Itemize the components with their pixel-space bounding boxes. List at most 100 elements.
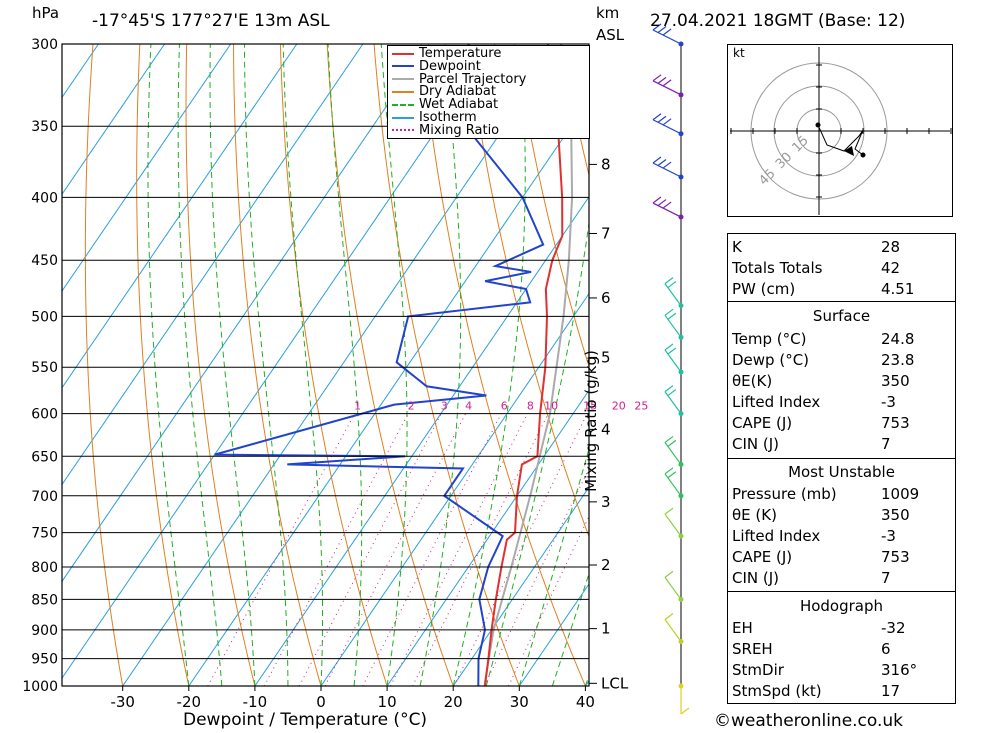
hodograph-start-dot — [815, 122, 821, 128]
mixing-ratio-line — [324, 413, 467, 686]
pressure-tick-label: 850 — [31, 592, 58, 608]
wind-barb-shaft — [664, 391, 682, 414]
surface-title: Surface — [812, 307, 871, 325]
index-row: θE (K) 350 — [728, 504, 955, 525]
isotherm-line — [62, 44, 232, 292]
legend-item: Wet Adiabat — [392, 98, 498, 111]
hodograph-panel: 15 30 45 kt — [727, 42, 953, 264]
wet-adiabat-line — [452, 44, 526, 686]
wind-barb-flag — [680, 707, 690, 715]
index-name: CIN (J) — [732, 568, 780, 587]
wind-barb-shaft — [652, 29, 682, 45]
pressure-tick-label: 300 — [31, 37, 58, 53]
wind-barb — [664, 467, 684, 499]
index-name: θE (K) — [732, 505, 777, 524]
mixing-ratio-line — [508, 515, 589, 686]
surface-table: Temp (°C) 24.8 Dewp (°C) 23.8 θE(K) 350 Lifted… — [728, 328, 955, 454]
index-value: 350 — [881, 371, 910, 390]
index-name: StmDir — [732, 660, 784, 679]
legend-label: Parcel Trajectory — [419, 71, 527, 87]
wind-barb — [652, 74, 684, 98]
index-value: 7 — [881, 434, 891, 453]
isotherm-line — [62, 44, 298, 389]
legend-swatch — [392, 103, 414, 106]
dry-adiabat-line — [233, 44, 322, 686]
wind-barb-flag — [667, 281, 677, 289]
legend-item: Dewpoint — [392, 60, 481, 73]
index-value: -32 — [881, 618, 906, 637]
legend-swatch — [392, 52, 414, 55]
mixing-ratio-label: 2 — [408, 400, 415, 413]
wind-barb-shaft — [652, 80, 682, 96]
hodograph-ring-label: 15 — [790, 133, 812, 155]
wind-barb-flag — [667, 312, 677, 320]
mixing-ratio-label: 20 — [612, 400, 626, 413]
mixing-ratio-line — [453, 413, 588, 686]
pressure-tick-label: 900 — [31, 623, 58, 639]
hodograph-unit: kt — [733, 46, 745, 60]
wind-barb-shaft — [664, 442, 682, 465]
temperature-tick-label: 20 — [444, 693, 463, 711]
wet-adiabat-line — [177, 44, 223, 686]
wind-barb-flag — [662, 201, 672, 209]
wind-barb — [652, 196, 684, 220]
index-name: Dewp (°C) — [732, 350, 810, 369]
asl-label: ASL — [596, 26, 625, 44]
pressure-tick-label: 450 — [31, 253, 58, 269]
index-value: 753 — [881, 547, 910, 566]
location-title: -17°45'S 177°27'E 13m ASL — [92, 11, 330, 31]
index-value: 7 — [881, 568, 891, 587]
index-row: CAPE (J) 753 — [728, 546, 955, 567]
km-tick-label: 2 — [601, 556, 611, 574]
mixing-ratio-line — [483, 467, 589, 686]
index-value: 1009 — [881, 484, 920, 503]
pressure-tick-label: 400 — [31, 190, 58, 206]
pressure-tick-label: 500 — [31, 309, 58, 325]
pressure-tick-label: 350 — [31, 119, 58, 135]
index-value: 6 — [881, 639, 891, 658]
index-name: Pressure (mb) — [732, 484, 837, 503]
wind-barb-shaft — [664, 349, 682, 373]
wind-barb — [664, 613, 684, 645]
wind-barb-flag — [662, 161, 672, 169]
wind-barb-flag — [664, 435, 674, 443]
plot-frame — [61, 43, 590, 687]
wind-barb-shaft — [664, 473, 682, 497]
wind-barb-flag — [652, 196, 662, 204]
km-tick-label: 1 — [601, 620, 611, 638]
index-value: 28 — [881, 237, 901, 256]
pressure-tick-label: 950 — [31, 652, 58, 668]
wind-barb-flag — [667, 439, 677, 447]
index-row: Temp (°C) 24.8 — [728, 328, 955, 349]
km-tick-label: 3 — [601, 493, 611, 511]
index-row: θE(K) 350 — [728, 370, 955, 391]
wind-barb-flag — [664, 613, 674, 621]
index-name: CAPE (J) — [732, 413, 793, 432]
km-label: km — [596, 4, 620, 22]
isotherm-line — [0, 44, 32, 686]
copyright: ©weatheronline.co.uk — [714, 711, 904, 731]
temperature-tick-label: 10 — [378, 693, 397, 711]
index-row: PW (cm) 4.51 — [728, 278, 955, 299]
general-indices-panel: K 28 Totals Totals 42 PW (cm) 4.51 — [727, 233, 956, 303]
legend: Temperature Dewpoint Parcel Trajectory Dry … — [387, 45, 590, 139]
dry-adiabat-line — [136, 44, 190, 686]
legend-item: Mixing Ratio — [392, 124, 499, 137]
pressure-tick-label: 700 — [31, 489, 58, 505]
legend-label: Mixing Ratio — [419, 122, 500, 138]
dry-adiabat-line — [514, 44, 589, 369]
index-name: SREH — [732, 639, 773, 658]
x-axis-label: Dewpoint / Temperature (°C) — [183, 710, 428, 730]
wind-barb — [678, 683, 690, 715]
wet-adiabat-line — [419, 44, 462, 686]
wind-barb — [664, 570, 684, 602]
wet-adiabat-line — [282, 44, 324, 686]
index-name: CIN (J) — [732, 434, 780, 453]
wind-barb-shaft — [652, 202, 682, 218]
temperature-tick-label: 0 — [316, 693, 326, 711]
index-name: PW (cm) — [732, 279, 796, 298]
isotherm-line — [320, 292, 589, 686]
temperature-tick-label: -20 — [177, 693, 202, 711]
wind-barb-flag — [657, 26, 667, 34]
